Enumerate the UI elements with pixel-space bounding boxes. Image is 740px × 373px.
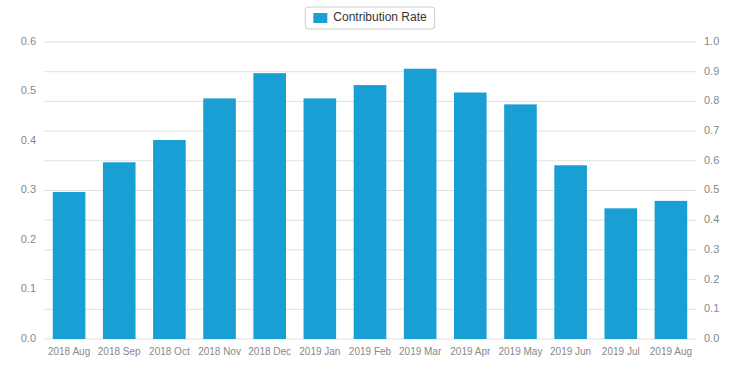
x-tick-label: 2019 Jun	[550, 346, 591, 357]
x-tick-label: 2019 Apr	[450, 346, 491, 357]
bar	[354, 85, 387, 339]
legend-frame	[305, 7, 434, 29]
legend: Contribution Rate	[305, 7, 434, 29]
x-tick-label: 2018 Nov	[198, 346, 241, 357]
x-tick-label: 2019 Jul	[602, 346, 640, 357]
y-axis-right: 0.0 0.1 0.2 0.3 0.4 0.5 0.6 0.7 0.8 0.9 1.0	[704, 35, 719, 344]
bar	[53, 192, 86, 339]
bar	[454, 92, 487, 339]
x-tick-label: 2019 Jan	[299, 346, 340, 357]
y2-tick-label: 0.0	[704, 332, 719, 344]
x-tick-label: 2019 Feb	[349, 346, 392, 357]
x-tick-label: 2018 Dec	[248, 346, 291, 357]
y2-tick-label: 0.2	[704, 273, 719, 285]
bar	[604, 208, 637, 339]
y2-tick-label: 0.6	[704, 154, 719, 166]
bar	[253, 73, 286, 339]
y-tick-label: 0.6	[21, 35, 36, 47]
y2-tick-label: 0.4	[704, 213, 719, 225]
chart-svg: 0.00.10.20.30.40.50.60.00.10.20.30.40.50…	[0, 0, 740, 373]
x-tick-label: 2019 May	[499, 346, 543, 357]
x-tick-label: 2019 Mar	[399, 346, 442, 357]
x-axis: 2018 Aug 2018 Sep 2018 Oct 2018 Nov 2018 Dec…	[48, 346, 692, 357]
bar	[655, 201, 688, 339]
y-tick-label: 0.0	[21, 332, 36, 344]
x-tick-label: 2019 Aug	[650, 346, 692, 357]
y2-tick-label: 0.7	[704, 124, 719, 136]
y-tick-label: 0.4	[21, 134, 36, 146]
y-tick-label: 0.3	[21, 183, 36, 195]
x-tick-label: 2018 Sep	[98, 346, 141, 357]
y2-tick-label: 0.3	[704, 243, 719, 255]
y-tick-label: 0.5	[21, 84, 36, 96]
bar	[304, 98, 337, 339]
grid-line	[44, 71, 696, 72]
y2-tick-label: 0.1	[704, 302, 719, 314]
grid-line	[44, 42, 696, 43]
bar	[554, 165, 587, 339]
x-tick-label: 2018 Oct	[149, 346, 190, 357]
bar	[203, 98, 236, 339]
y-axis-left: 0.0 0.1 0.2 0.3 0.4 0.5 0.6	[21, 35, 36, 344]
y-tick-label: 0.2	[21, 233, 36, 245]
y2-tick-label: 0.8	[704, 94, 719, 106]
bar	[404, 69, 437, 339]
y2-tick-label: 0.5	[704, 183, 719, 195]
y2-tick-label: 0.9	[704, 65, 719, 77]
grid	[44, 42, 696, 339]
legend-label: Contribution Rate	[333, 10, 427, 24]
y-tick-label: 0.1	[21, 282, 36, 294]
chart-container: 0.00.10.20.30.40.50.60.00.10.20.30.40.50…	[0, 0, 740, 373]
bars	[53, 69, 687, 339]
bar	[103, 162, 136, 339]
legend-swatch	[313, 13, 327, 23]
y2-tick-label: 1.0	[704, 35, 719, 47]
bar	[153, 140, 186, 339]
bar	[504, 104, 537, 339]
x-tick-label: 2018 Aug	[48, 346, 90, 357]
